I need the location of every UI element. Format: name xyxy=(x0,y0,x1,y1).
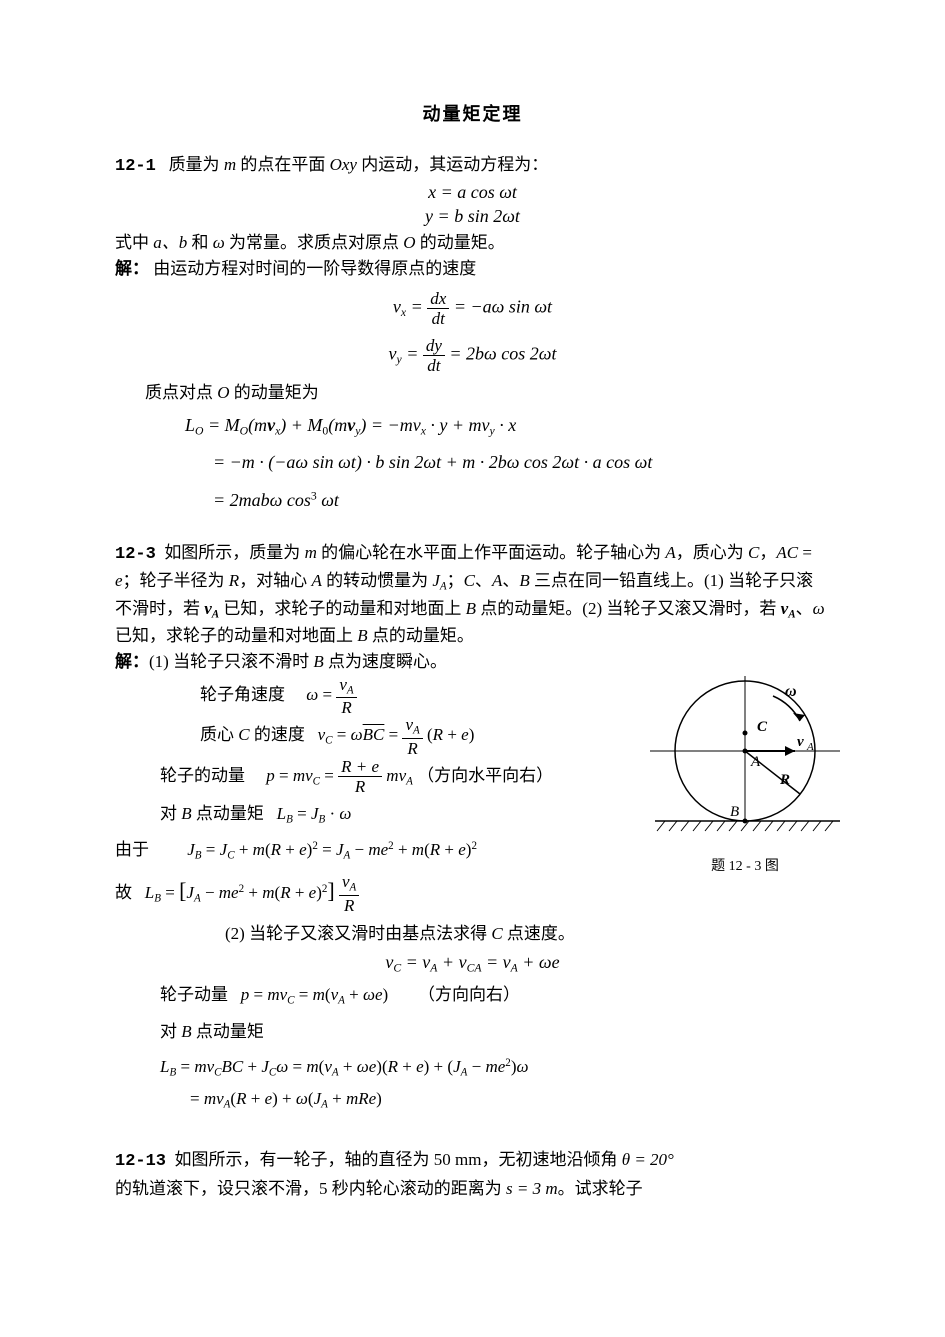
text: 为常量。求质点对原点 xyxy=(229,233,399,252)
angular-momentum-label: 质点对点 O 的动量矩为 xyxy=(115,380,830,406)
eq-LO-1: LO = MO(mvx) + M0(mvy) = −mvx · y + mvy … xyxy=(115,407,830,445)
wheel-diagram-svg: C A B R ω v A xyxy=(645,666,845,846)
origin: O xyxy=(217,383,229,402)
figure-wrap: C A B R ω v A 题 12 - 3 图 轮子角速度 ω = vAR 质… xyxy=(115,676,830,915)
text: (1) 当轮子只滚不滑时 xyxy=(149,652,309,671)
note: （方向向右） xyxy=(418,985,520,1004)
sol-label: 解： xyxy=(115,259,149,278)
text: 质量为 xyxy=(169,155,220,174)
sol-text: 由运动方程对时间的一阶导数得原点的速度 xyxy=(153,259,476,278)
problem-label: 12-3 xyxy=(115,545,156,564)
sol2-LB-label: 对 B 点动量矩 xyxy=(115,1013,830,1050)
text: 和 xyxy=(192,233,209,252)
problem-12-3: 12-3 如图所示，质量为 m 的偏心轮在水平面上作平面运动。轮子轴心为 A，质… xyxy=(115,540,830,650)
plane: Oxy xyxy=(330,155,357,174)
lbl: 轮子的动量 xyxy=(160,766,245,785)
svg-text:ω: ω xyxy=(785,683,797,700)
pt-b: B xyxy=(313,652,323,671)
lbl: 轮子角速度 xyxy=(200,685,285,704)
note: （方向水平向右） xyxy=(417,766,553,785)
text: 的轨道滚下，设只滚不滑，5 秒内轮心滚动的距离为 xyxy=(115,1179,502,1198)
figure-12-3: C A B R ω v A 题 12 - 3 图 xyxy=(645,666,845,875)
svg-text:C: C xyxy=(757,719,768,735)
equation-x: x = a cos ωt xyxy=(115,182,830,204)
sol2-LB-2: = mvA(R + e) + ω(JA + mRe) xyxy=(115,1083,830,1115)
text: 的点在平面 xyxy=(240,155,325,174)
equation-y: y = b sin 2ωt xyxy=(115,206,830,228)
text: 的动量矩。 xyxy=(420,233,505,252)
var-m: m xyxy=(224,155,236,174)
equation-vx: vx = dxdt = −aω sin ωt xyxy=(115,290,830,327)
problem-12-1: 12-1 质量为 m 的点在平面 Oxy 内运动，其运动方程为： xyxy=(115,152,830,180)
text: 内运动，其运动方程为： xyxy=(361,155,548,174)
text: 点为速度瞬心。 xyxy=(328,652,447,671)
text: 式中 xyxy=(115,233,149,252)
problem-label: 12-13 xyxy=(115,1152,166,1171)
text: 质点对点 xyxy=(145,383,213,402)
lbl: 故 xyxy=(115,883,132,902)
page-title: 动量矩定理 xyxy=(115,100,830,126)
problem-label: 12-1 xyxy=(115,157,156,176)
svg-text:B: B xyxy=(730,804,739,820)
solution-12-1-header: 解： 由运动方程对时间的一阶导数得原点的速度 xyxy=(115,256,830,282)
lbl: 由于 xyxy=(115,840,149,859)
origin: O xyxy=(403,233,415,252)
text: 如图所示，有一轮子，轴的直径为 50 mm，无初速地沿倾角 xyxy=(175,1150,618,1169)
s-val: s = 3 m xyxy=(506,1179,558,1198)
sol2-LB-1: LB = mvCBC + JCω = m(vA + ωe)(R + e) + (… xyxy=(115,1051,830,1083)
vars: a、b xyxy=(153,233,187,252)
text: 。试求轮子 xyxy=(558,1179,643,1198)
text: 的动量矩为 xyxy=(234,383,319,402)
eq-LO-2: = −m · (−aω sin ωt) · b sin 2ωt + m · 2b… xyxy=(115,444,830,482)
document-page: 动量矩定理 12-1 质量为 m 的点在平面 Oxy 内运动，其运动方程为： x… xyxy=(0,0,945,1337)
equation-vy: vy = dydt = 2bω cos 2ωt xyxy=(115,337,830,374)
sol2-vc: vC = vA + vCA = vA + ωe xyxy=(115,952,830,976)
sol2-p: 轮子动量 p = mvC = m(vA + ωe) （方向向右） xyxy=(115,976,830,1013)
omega: ω xyxy=(213,233,225,252)
svg-text:R: R xyxy=(779,772,790,788)
eq-LO-3: = 2mabω cos3 ωt xyxy=(115,482,830,520)
sol2-header: (2) 当轮子又滚又滑时由基点法求得 C 点速度。 xyxy=(115,915,830,952)
svg-text:A: A xyxy=(806,741,814,753)
problem-12-13: 12-13 如图所示，有一轮子，轴的直径为 50 mm，无初速地沿倾角 θ = … xyxy=(115,1147,830,1202)
constants-line: 式中 a、b 和 ω 为常量。求质点对原点 O 的动量矩。 xyxy=(115,230,830,256)
svg-text:v: v xyxy=(797,734,804,750)
sol-label: 解： xyxy=(115,652,149,671)
figure-caption: 题 12 - 3 图 xyxy=(645,855,845,875)
theta: θ = 20° xyxy=(622,1150,674,1169)
lbl: 轮子动量 xyxy=(160,985,228,1004)
svg-text:A: A xyxy=(750,754,761,770)
